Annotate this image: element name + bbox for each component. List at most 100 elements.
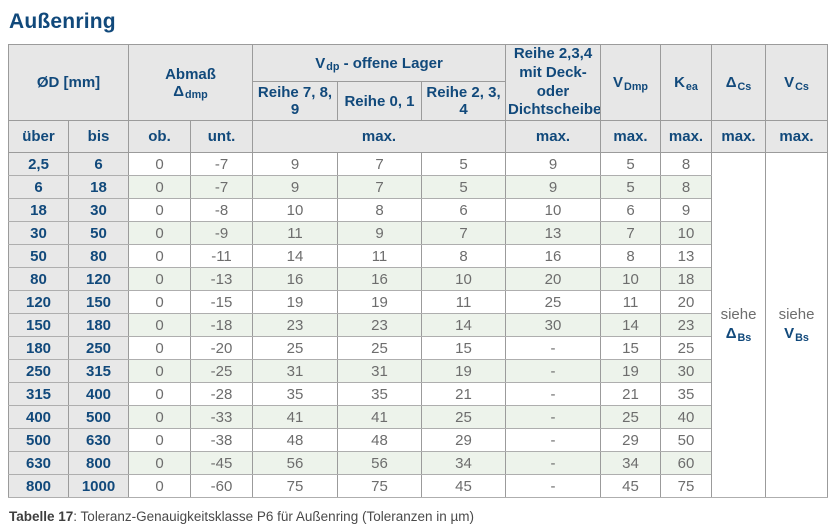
- diameter-range-cell: 250: [68, 336, 129, 360]
- tolerance-value-cell: 23: [252, 313, 338, 337]
- tolerance-value-cell: 6: [600, 198, 662, 222]
- diameter-range-cell: 500: [8, 428, 69, 452]
- diameter-range-cell: 630: [68, 428, 129, 452]
- max-header-delta-cs: max.: [711, 120, 767, 153]
- tolerance-value-cell: -13: [190, 267, 253, 291]
- see-reference-cell: siehe VBs: [765, 152, 829, 498]
- tolerance-value-cell: 48: [252, 428, 338, 452]
- diameter-range-cell: 400: [68, 382, 129, 406]
- tolerance-value-cell: 11: [600, 290, 662, 314]
- diameter-range-cell: 180: [68, 313, 129, 337]
- tolerance-value-cell: 9: [505, 175, 602, 199]
- table-header: ØD [mm] Abmaß Δdmp Vdp - offene Lager Re…: [8, 43, 829, 153]
- tolerance-value-cell: 14: [252, 244, 338, 268]
- tolerance-value-cell: -25: [190, 359, 253, 383]
- diameter-range-cell: 6: [68, 152, 129, 176]
- tolerance-value-cell: 16: [505, 244, 602, 268]
- diameter-range-cell: 400: [8, 405, 69, 429]
- diameter-range-cell: 315: [68, 359, 129, 383]
- table-row: 400 500 0 -33 41 41 25-25 40: [8, 405, 828, 429]
- tolerance-value-cell: 35: [337, 382, 422, 406]
- max-header-sealed: max.: [505, 120, 602, 153]
- table-row: 500 630 0 -38 48 48 29-29 50: [8, 428, 828, 452]
- tolerance-value-cell: 5: [420, 175, 507, 199]
- tolerance-value-cell: 8: [660, 152, 713, 176]
- tolerance-value-cell: 8: [420, 244, 507, 268]
- diameter-range-cell: 18: [8, 198, 69, 222]
- tolerance-value-cell: 10: [505, 198, 602, 222]
- tolerance-value-cell: -: [505, 474, 602, 498]
- col-header-kea: Kea: [660, 44, 713, 121]
- diameter-range-cell: 150: [8, 313, 69, 337]
- diameter-range-cell: 250: [8, 359, 69, 383]
- tolerance-value-cell: 16: [252, 267, 338, 291]
- tolerance-value-cell: 41: [252, 405, 338, 429]
- tolerance-value-cell: 19: [252, 290, 338, 314]
- max-header-kea: max.: [660, 120, 713, 153]
- tolerance-value-cell: 11: [337, 244, 422, 268]
- diameter-range-cell: 180: [8, 336, 69, 360]
- tolerance-value-cell: 7: [420, 221, 507, 245]
- tolerance-value-cell: -45: [190, 451, 253, 475]
- tolerance-value-cell: 9: [252, 175, 338, 199]
- tolerance-value-cell: 75: [252, 474, 338, 498]
- tolerance-value-cell: 9: [337, 221, 422, 245]
- tolerance-value-cell: 30: [660, 359, 713, 383]
- tolerance-value-cell: 10: [600, 267, 662, 291]
- diameter-range-cell: 80: [68, 244, 129, 268]
- tolerance-value-cell: 14: [420, 313, 507, 337]
- tolerance-value-cell: 48: [337, 428, 422, 452]
- tolerance-value-cell: 10: [252, 198, 338, 222]
- tolerance-value-cell: -28: [190, 382, 253, 406]
- col-header-unt: unt.: [190, 120, 253, 153]
- tolerance-value-cell: 13: [505, 221, 602, 245]
- tolerance-value-cell: -15: [190, 290, 253, 314]
- col-header-reihe-01: Reihe 0, 1: [337, 81, 422, 121]
- tolerance-value-cell: 0: [128, 428, 191, 452]
- tolerance-value-cell: 0: [128, 244, 191, 268]
- tolerance-value-cell: 31: [337, 359, 422, 383]
- diameter-range-cell: 150: [68, 290, 129, 314]
- col-header-vcs: VCs: [765, 44, 829, 121]
- table-row: 30 50 0 -9 11 9 7 13 7 10: [8, 221, 828, 245]
- tolerance-value-cell: 8: [600, 244, 662, 268]
- abmass-label: Abmaß: [165, 65, 216, 83]
- table-row: 120 150 0 -15 19 19 11 25 11 20: [8, 290, 828, 314]
- tolerance-value-cell: -: [505, 428, 602, 452]
- tolerance-value-cell: 34: [600, 451, 662, 475]
- col-header-bis: bis: [68, 120, 129, 153]
- tolerance-value-cell: 25: [600, 405, 662, 429]
- diameter-range-cell: 6: [8, 175, 69, 199]
- tolerance-value-cell: -: [505, 405, 602, 429]
- tolerance-value-cell: 0: [128, 405, 191, 429]
- diameter-range-cell: 30: [68, 198, 129, 222]
- max-header-open: max.: [251, 120, 507, 153]
- tolerance-value-cell: 0: [128, 267, 191, 291]
- table-row: 315 400 0 -28 35 35 21-21 35: [8, 382, 828, 406]
- diameter-range-cell: 50: [8, 244, 69, 268]
- tolerance-value-cell: 19: [420, 359, 507, 383]
- table-row: 2,5 6 0 -7 9 7 5 9 5 8 siehe ΔBs siehe VBs: [8, 152, 829, 498]
- tolerance-value-cell: 14: [600, 313, 662, 337]
- max-header-vdmp: max.: [600, 120, 662, 153]
- col-header-abmass: Abmaß Δdmp: [128, 44, 253, 121]
- diameter-range-cell: 80: [8, 267, 69, 291]
- tolerance-value-cell: 25: [337, 336, 422, 360]
- diameter-range-cell: 2,5: [8, 152, 69, 176]
- tolerance-value-cell: -: [505, 382, 602, 406]
- page-title: Außenring: [9, 10, 116, 33]
- tolerance-value-cell: -: [505, 359, 602, 383]
- tolerance-value-cell: 5: [600, 152, 662, 176]
- tolerance-value-cell: 29: [600, 428, 662, 452]
- tolerance-value-cell: -7: [190, 152, 253, 176]
- tolerance-value-cell: -33: [190, 405, 253, 429]
- diameter-range-cell: 800: [68, 451, 129, 475]
- tolerance-value-cell: 23: [337, 313, 422, 337]
- col-header-ob: ob.: [128, 120, 191, 153]
- tolerance-value-cell: 0: [128, 474, 191, 498]
- diameter-range-cell: 30: [8, 221, 69, 245]
- tolerance-value-cell: 35: [660, 382, 713, 406]
- tolerance-value-cell: 0: [128, 175, 191, 199]
- tolerance-value-cell: 8: [660, 175, 713, 199]
- tolerance-value-cell: 0: [128, 152, 191, 176]
